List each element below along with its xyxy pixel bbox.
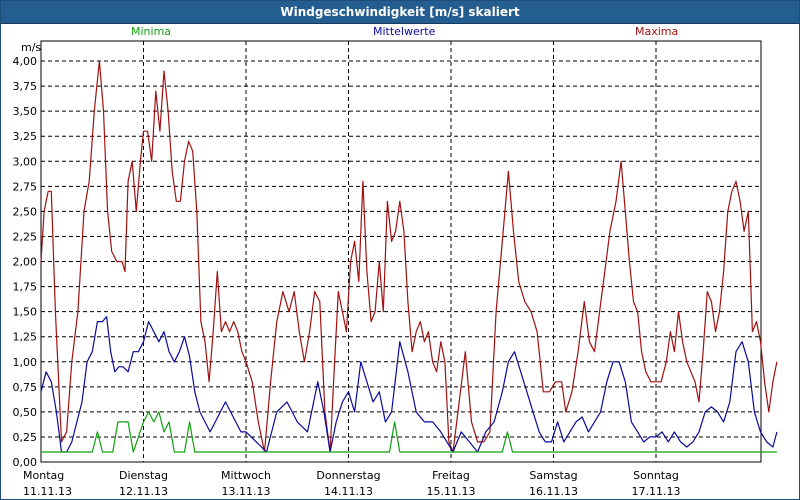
x-tick-date: 12.11.13 [119,485,168,498]
x-tick-date: 14.11.13 [324,485,373,498]
y-tick-label: 2,00 [13,256,38,269]
legend-minima: Minima [131,25,172,38]
y-axis-unit: m/s [21,41,42,54]
x-tick-date: 13.11.13 [222,485,271,498]
x-tick-day: Montag [23,469,64,482]
x-tick-date: 16.11.13 [529,485,578,498]
y-tick-label: 0,25 [13,431,38,444]
x-tick-date: 11.11.13 [23,485,72,498]
legend-maxima: Maxima [635,25,679,38]
x-tick-date: 15.11.13 [427,485,476,498]
x-tick-day: Donnerstag [316,469,380,482]
x-tick-date: 17.11.13 [632,485,681,498]
y-tick-label: 1,00 [13,356,38,369]
y-tick-label: 3,75 [13,80,38,93]
y-tick-label: 2,25 [13,230,38,243]
legend-mittelwerte: Mittelwerte [373,25,436,38]
x-tick-day: Dienstag [119,469,168,482]
y-tick-label: 2,75 [13,180,38,193]
x-tick-day: Sonntag [633,469,679,482]
chart-title: Windgeschwindigkeit [m/s] skaliert [280,5,520,19]
series-line-maxima [40,60,778,453]
y-tick-label: 3,50 [13,105,38,118]
y-tick-label: 1,25 [13,331,38,344]
y-tick-label: 1,50 [13,306,38,319]
x-tick-day: Samstag [529,469,577,482]
y-tick-label: 1,75 [13,281,38,294]
y-tick-label: 4,00 [13,55,38,68]
y-tick-label: 0,50 [13,406,38,419]
plot-frame [40,40,762,463]
series-line-minima [41,411,777,453]
y-tick-label: 3,25 [13,130,38,143]
y-tick-label: 3,00 [13,155,38,168]
y-tick-label: 0,75 [13,381,38,394]
series-line-mittelwerte [40,316,778,453]
x-tick-day: Freitag [432,469,470,482]
y-tick-label: 2,50 [13,205,38,218]
title-bar: Windgeschwindigkeit [m/s] skaliert [1,1,799,24]
y-tick-label: 0,00 [13,456,38,469]
x-tick-day: Mittwoch [221,469,271,482]
